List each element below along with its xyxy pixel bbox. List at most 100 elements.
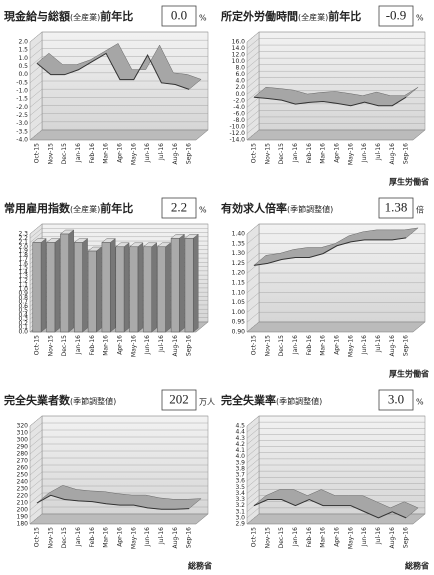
x-tick-label: Nov-15 [264, 143, 271, 165]
floor [246, 513, 426, 525]
y-tick-label: 1.2 [18, 277, 28, 284]
y-tick-label: 270 [17, 458, 29, 465]
chart-title: 現金給与総額(全産業)前年比 [4, 9, 133, 23]
y-tick-label: 10.0 [232, 58, 246, 65]
y-tick-label: 240 [17, 479, 29, 486]
side-grid-line [246, 415, 260, 427]
y-tick-label: -2.0 [233, 97, 245, 104]
y-tick-label: 0.95 [232, 319, 246, 326]
line [253, 96, 407, 107]
x-tick-label: Nov-15 [47, 527, 54, 549]
x-tick-label: Jun-16 [361, 143, 368, 163]
side-grid-line [29, 48, 43, 59]
title-qualifier: (季節調整値) [287, 204, 333, 214]
side-grid-line [246, 272, 260, 284]
x-tick-label: Apr-16 [116, 335, 123, 355]
x-tick-label: Aug-16 [389, 335, 396, 357]
y-tick-label: 4.0 [235, 453, 245, 460]
side-grid-line [246, 123, 260, 134]
x-tick-label: May-16 [347, 527, 354, 549]
y-tick-label: 1.35 [232, 240, 246, 247]
y-tick-label: 3.5 [235, 484, 245, 491]
x-tick-label: Mar-16 [320, 335, 327, 356]
side-grid-line [246, 464, 260, 476]
y-tick-label: 0.2 [18, 320, 28, 327]
title-tail: 前年比 [100, 9, 133, 23]
source: 総務省 [405, 561, 429, 571]
back-wall [258, 31, 426, 131]
x-tick-label: Sep-16 [186, 335, 193, 356]
y-tick-label: -3.0 [16, 120, 28, 127]
latest-value: -0.9 [386, 7, 407, 22]
x-tick-label: Mar-16 [103, 335, 110, 356]
x-tick-label: Oct-15 [33, 527, 40, 547]
unit: % [416, 14, 424, 23]
y-tick-label: 3.8 [235, 465, 245, 472]
latest-value: 3.0 [388, 391, 404, 406]
latest-box [161, 5, 197, 27]
side-grid-line [246, 223, 260, 235]
x-tick-label: Nov-15 [264, 335, 271, 357]
x-tick-label: Jun-16 [144, 335, 151, 355]
x-tick-label: Dec-15 [61, 143, 68, 165]
y-tick-label: 0.3 [18, 316, 28, 323]
x-tick-label: May-16 [130, 143, 137, 165]
y-tick-label: 16.0 [232, 39, 246, 46]
x-tick-label: Mar-16 [320, 527, 327, 548]
y-tick-label: -1.5 [16, 96, 28, 103]
y-tick-label: 4.0 [235, 78, 245, 85]
y-tick-label: 1.1 [18, 282, 28, 289]
x-tick-label: Aug-16 [389, 527, 396, 549]
bar-side [137, 242, 144, 333]
x-tick-label: Jan-16 [292, 335, 299, 355]
x-tick-label: May-16 [347, 143, 354, 165]
x-tick-label: Oct-15 [250, 335, 257, 355]
y-tick-label: -4.0 [16, 137, 28, 144]
y-tick-label: 250 [17, 472, 29, 479]
side-grid-line [29, 513, 43, 525]
latest-box [378, 389, 414, 411]
y-tick-label: -8.0 [233, 117, 245, 124]
y-tick-label: 1.5 [18, 47, 28, 54]
floor [246, 129, 426, 141]
y-tick-label: 1.10 [232, 289, 246, 296]
unit: % [416, 398, 424, 407]
bar-side [151, 242, 157, 333]
side-grid-line [29, 223, 43, 235]
x-tick-label: Mar-16 [103, 527, 110, 548]
y-tick-label: 1.9 [18, 248, 28, 255]
title-qualifier: (全産業) [70, 12, 100, 22]
y-tick-label: 180 [17, 521, 29, 528]
side-grid-line [29, 105, 43, 116]
y-tick-label: 0.0 [18, 329, 28, 336]
line [36, 494, 190, 510]
y-tick-label: -1.0 [16, 88, 28, 95]
x-tick-label: Nov-15 [47, 335, 54, 357]
x-tick-label: Dec-15 [278, 527, 285, 549]
title-main: 有効求人倍率 [221, 201, 287, 215]
source: 厚生労働省 [389, 369, 429, 379]
bar [60, 233, 69, 333]
side-grid-line [246, 64, 260, 75]
y-tick-label: 220 [17, 493, 29, 500]
source: 総務省 [188, 561, 212, 571]
x-tick-label: Mar-16 [320, 143, 327, 164]
x-tick-label: Feb-16 [306, 527, 313, 548]
y-tick-label: 3.3 [235, 496, 245, 503]
y-tick-label: 4.4 [235, 429, 245, 436]
side-grid-line [246, 440, 260, 451]
side-grid-line [29, 97, 43, 108]
latest-value: 2.2 [171, 199, 187, 214]
y-tick-label: 280 [17, 451, 29, 458]
x-tick-label: Feb-16 [89, 335, 96, 356]
side-grid-line [246, 495, 260, 506]
y-tick-label: -6.0 [233, 110, 245, 117]
x-tick-label: Jul-16 [375, 335, 382, 353]
bar-side [110, 238, 116, 333]
y-tick-label: 2.0 [18, 39, 28, 46]
side-grid-line [246, 312, 260, 323]
y-tick-label: 2.0 [235, 84, 245, 91]
x-tick-label: Jun-16 [361, 335, 368, 355]
